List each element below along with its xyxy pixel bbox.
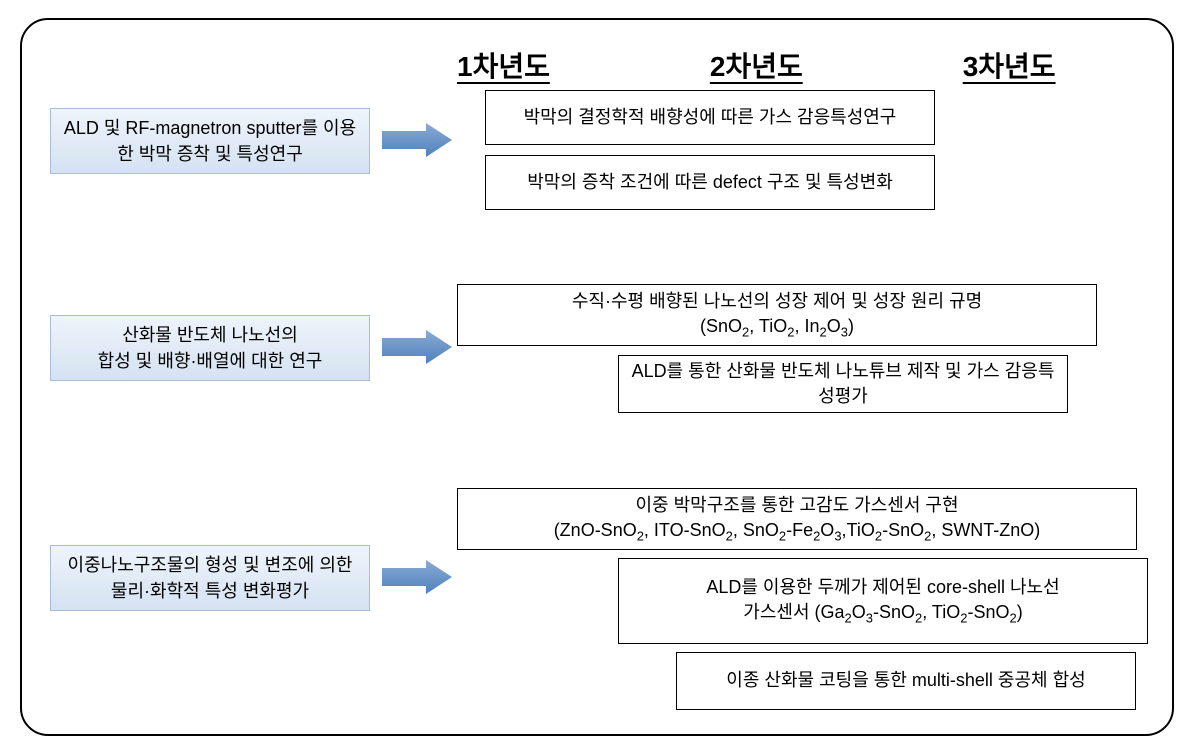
task-box-1-2: 박막의 증착 조건에 따른 defect 구조 및 특성변화 [485,155,935,210]
task-box-2-1-text: 수직·수평 배향된 나노선의 성장 제어 및 성장 원리 규명(SnO2, Ti… [572,289,982,342]
arrow-2 [382,330,452,364]
year3-label: 3차년도 [963,45,1056,85]
task-box-1-2-text: 박막의 증착 조건에 따른 defect 구조 및 특성변화 [527,170,893,195]
task-box-2-2-text: ALD를 통한 산화물 반도체 나노튜브 제작 및 가스 감응특성평가 [629,359,1057,409]
task-box-3-3-text: 이종 산화물 코팅을 통한 multi-shell 중공체 합성 [726,668,1085,693]
topic-box-1-text: ALD 및 RF-magnetron sputter를 이용한 박막 증착 및 … [59,115,361,167]
year2-label: 2차년도 [710,45,803,85]
task-box-2-2: ALD를 통한 산화물 반도체 나노튜브 제작 및 가스 감응특성평가 [618,355,1068,413]
task-box-1-1-text: 박막의 결정학적 배향성에 따른 가스 감응특성연구 [524,105,897,130]
diagram-frame: 1차년도 2차년도 3차년도 ALD 및 RF-magnetron sputte… [20,18,1174,736]
year-headers: 1차년도 2차년도 3차년도 [457,45,1056,85]
topic-box-1: ALD 및 RF-magnetron sputter를 이용한 박막 증착 및 … [50,108,370,174]
task-box-3-2: ALD를 이용한 두께가 제어된 core-shell 나노선가스센서 (Ga2… [618,558,1148,644]
topic-box-2-text: 산화물 반도체 나노선의 합성 및 배향·배열에 대한 연구 [98,322,323,374]
arrow-3 [382,560,452,594]
arrow-1 [382,123,452,157]
year1-label: 1차년도 [457,45,550,85]
topic-box-3-text: 이중나노구조물의 형성 및 변조에 의한 물리·화학적 특성 변화평가 [59,552,361,604]
task-box-3-2-text: ALD를 이용한 두께가 제어된 core-shell 나노선가스센서 (Ga2… [706,575,1059,628]
task-box-3-3: 이종 산화물 코팅을 통한 multi-shell 중공체 합성 [676,652,1136,710]
topic-box-2: 산화물 반도체 나노선의 합성 및 배향·배열에 대한 연구 [50,315,370,381]
task-box-1-1: 박막의 결정학적 배향성에 따른 가스 감응특성연구 [485,90,935,145]
topic-box-3: 이중나노구조물의 형성 및 변조에 의한 물리·화학적 특성 변화평가 [50,545,370,611]
task-box-3-1: 이중 박막구조를 통한 고감도 가스센서 구현(ZnO-SnO2, ITO-Sn… [457,488,1137,550]
task-box-3-1-text: 이중 박막구조를 통한 고감도 가스센서 구현(ZnO-SnO2, ITO-Sn… [554,493,1041,546]
task-box-2-1: 수직·수평 배향된 나노선의 성장 제어 및 성장 원리 규명(SnO2, Ti… [457,284,1097,346]
